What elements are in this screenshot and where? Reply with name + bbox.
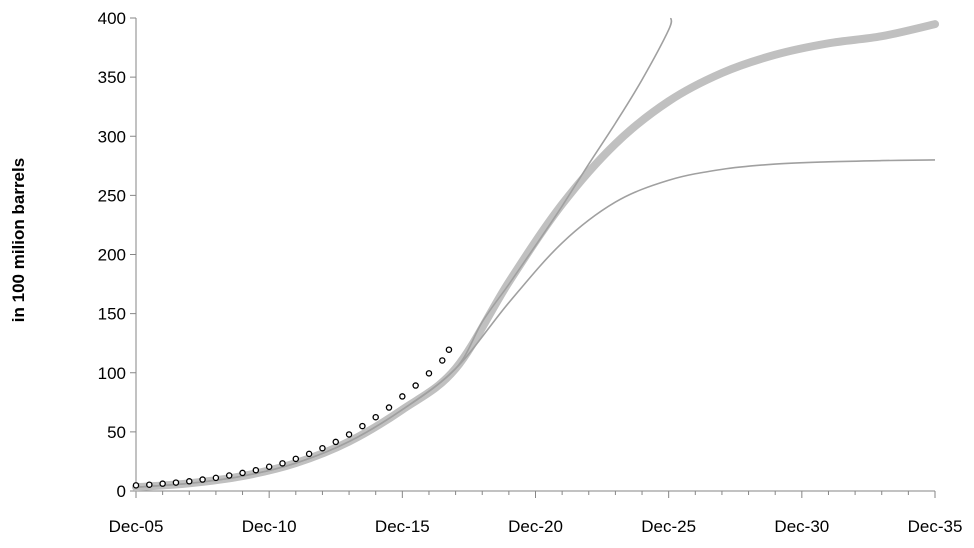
y-tick-label: 150 — [98, 305, 126, 324]
y-axis: 0 50 100 150 200 250 300 350 400 — [98, 9, 137, 501]
lower-bound-line — [135, 159, 936, 489]
observed-point — [159, 480, 166, 487]
x-tick-label: Dec-10 — [242, 517, 297, 536]
observed-point — [279, 460, 286, 467]
y-tick-label: 350 — [98, 68, 126, 87]
observed-point — [412, 382, 419, 389]
x-tick-label: Dec-20 — [508, 517, 563, 536]
observed-point — [345, 431, 353, 438]
y-tick-label: 400 — [98, 9, 126, 28]
x-axis: Dec-05 Dec-10 Dec-15 Dec-20 Dec-25 Dec-30 Dec-… — [109, 490, 963, 536]
observed-point — [372, 413, 379, 421]
y-tick-label: 50 — [107, 423, 126, 442]
observed-point — [359, 422, 366, 430]
observed-point — [199, 476, 206, 483]
observed-point — [186, 478, 193, 485]
x-tick-label: Dec-30 — [774, 517, 829, 536]
y-tick-label: 100 — [98, 364, 126, 383]
observed-point — [212, 474, 220, 482]
observed-point — [319, 444, 326, 452]
series-layer — [132, 17, 939, 492]
y-tick-label: 250 — [98, 186, 126, 205]
observed-point — [265, 463, 273, 471]
x-tick-label: Dec-05 — [109, 517, 164, 536]
y-tick-label: 200 — [98, 246, 126, 265]
y-axis-title: in 100 milion barrels — [9, 158, 28, 322]
marker-layer — [132, 346, 453, 489]
x-tick-label: Dec-35 — [908, 517, 963, 536]
observed-point — [385, 404, 393, 411]
x-tick-label: Dec-15 — [375, 517, 430, 536]
y-tick-label: 0 — [117, 482, 126, 501]
observed-point — [439, 357, 446, 364]
observed-point — [239, 469, 246, 477]
observed-point — [305, 450, 313, 458]
observed-point — [146, 481, 153, 488]
observed-point — [132, 482, 140, 489]
observed-point — [252, 466, 260, 474]
observed-point — [445, 346, 453, 353]
observed-point — [292, 455, 300, 463]
upper-bound-line — [135, 17, 673, 489]
x-tick-label: Dec-25 — [641, 517, 696, 536]
observed-point — [399, 393, 406, 400]
observed-point — [172, 479, 180, 486]
central-fit-line — [132, 20, 939, 492]
observed-point — [425, 370, 433, 377]
observed-point — [225, 472, 233, 479]
observed-point — [332, 438, 339, 446]
y-tick-label: 300 — [98, 127, 126, 146]
